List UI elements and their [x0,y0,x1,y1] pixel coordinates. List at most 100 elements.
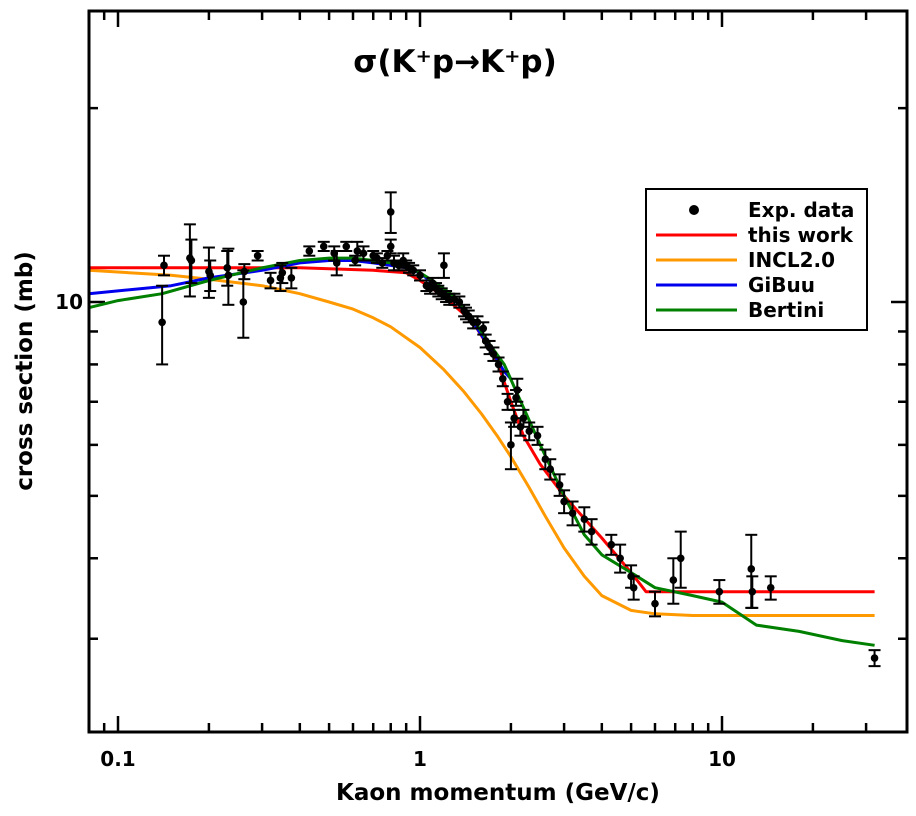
data-point [276,261,289,285]
data-point [501,392,514,411]
legend-marker-exp-data [689,205,699,215]
data-point [238,263,251,281]
data-marker [629,583,638,592]
data-point [605,533,618,556]
data-point [713,579,726,605]
data-point [544,458,557,481]
data-marker [187,256,196,265]
data-marker [676,554,685,563]
exp-data-points [156,191,881,668]
x-tick-label: 1 [413,747,427,771]
data-point [868,649,881,668]
data-point [264,271,277,290]
data-marker [513,386,522,394]
data-marker [287,274,296,282]
data-marker [715,587,724,596]
data-marker [503,397,512,406]
legend-label-bertini: Bertini [748,298,824,322]
data-marker [669,576,678,584]
data-point [251,250,264,262]
data-marker [332,259,341,267]
data-marker [568,509,577,517]
data-point [674,530,687,589]
data-marker [305,247,314,255]
data-point [531,425,544,446]
data-point [185,238,198,285]
data-point [303,245,316,257]
data-point [384,191,397,234]
data-marker [319,242,328,251]
data-point [317,240,330,253]
data-marker [386,208,395,216]
data-marker [512,393,520,402]
data-point [517,408,530,428]
data-marker [240,267,249,276]
data-point [585,518,598,546]
data-marker [223,264,232,272]
data-marker [158,318,166,327]
data-marker [519,414,528,423]
data-point [523,421,536,442]
data-marker [160,261,168,270]
chart-title: σ(K⁺p→K⁺p) [353,44,557,80]
legend-label-exp-data: Exp. data [748,198,854,222]
data-point [667,557,680,605]
data-point [222,247,235,306]
data-marker [607,540,616,549]
data-point [414,269,426,282]
data-point [477,321,490,336]
data-point [496,370,509,388]
data-marker [224,271,233,280]
series-line-bertini [88,256,875,647]
x-tick-label: 0.1 [100,747,135,771]
data-marker [416,271,424,280]
data-marker [440,261,448,270]
y-axis-title: cross section (mb) [12,251,38,491]
data-point [511,377,524,403]
data-marker [359,249,368,258]
data-point [285,266,298,290]
data-point [558,489,571,515]
data-marker [555,481,564,489]
data-marker [766,583,775,592]
data-marker [386,242,395,251]
data-marker [870,654,879,662]
data-marker [498,374,507,383]
data-point [649,590,662,618]
data-marker [409,266,418,275]
data-marker [651,599,659,608]
data-marker [479,324,488,333]
data-marker [253,251,262,260]
data-marker [580,515,589,523]
data-marker [507,441,515,449]
data-marker [494,360,503,369]
data-marker [525,427,534,436]
data-marker [278,269,287,277]
legend-label-this-work: this work [748,223,854,247]
data-point [351,240,364,262]
data-point [340,240,353,253]
x-tick-label: 10 [708,747,736,771]
data-marker [239,298,248,306]
plot-frame [87,9,909,734]
data-marker [533,431,542,440]
data-point [614,543,627,574]
data-marker [266,276,275,285]
data-point [764,575,777,601]
data-marker [560,497,568,506]
legend-label-gibuu: GiBuu [748,273,815,297]
data-marker [587,527,596,536]
data-point [384,238,397,255]
data-point [204,259,217,293]
data-point [237,269,250,339]
data-marker [342,242,351,251]
data-marker [206,271,215,280]
series-line-incl2-0 [88,268,875,617]
data-marker [489,350,498,358]
data-point [566,500,579,527]
data-marker [510,414,518,423]
data-point [553,473,566,497]
